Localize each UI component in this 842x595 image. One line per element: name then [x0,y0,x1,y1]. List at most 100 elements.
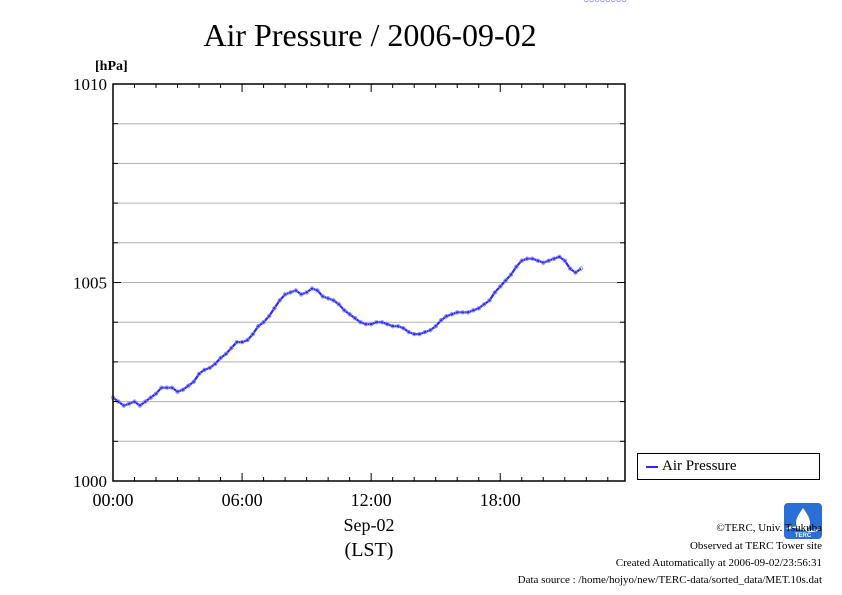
data-point [428,327,433,333]
data-point [304,290,309,295]
legend-label: Air Pressure [662,458,737,474]
data-point [218,355,223,361]
data-point [315,288,320,293]
data-point [175,389,180,394]
data-point [299,292,304,297]
data-point [600,0,605,3]
data-point [325,296,331,301]
data-point [239,339,245,345]
data-point [196,371,202,377]
data-point [621,0,627,3]
data-point [234,339,239,345]
data-point [164,385,169,390]
observed-text: Observed at TERC Tower site [689,540,822,552]
data-point [336,302,342,307]
data-point [460,310,465,315]
data-point [395,323,401,329]
data-point [433,323,438,329]
y-tick-label: 1000 [73,472,107,491]
data-point [358,320,363,325]
created-text: Created Automatically at 2006-09-02/23:5… [615,557,822,569]
data-point [508,272,514,277]
data-point [487,298,492,303]
data-point [342,308,347,313]
data-point [411,331,417,337]
data-point [288,290,293,295]
legend-swatch [646,466,658,468]
data-point [406,329,411,335]
data-point [578,266,584,271]
data-point [207,365,213,371]
data-point [266,314,272,319]
data-point [180,387,186,392]
x-axis-date-label: Sep-02 [344,515,395,535]
data-point [530,256,535,261]
data-point [126,401,132,406]
data-point [272,306,277,311]
data-point [417,331,422,337]
data-point [379,320,385,325]
data-point [245,337,250,343]
data-point [610,0,616,3]
data-point [212,361,218,367]
data-point [309,286,315,291]
data-point [191,379,196,384]
data-point [492,290,498,295]
data-series [110,0,627,408]
data-point [143,399,148,404]
data-point [331,298,336,303]
data-point [401,325,406,331]
terc-logo-icon: TERC [784,503,822,539]
data-point [605,0,610,3]
data-point [320,294,325,299]
data-point [148,395,153,400]
data-point [524,256,530,261]
legend: Air Pressure [637,453,820,480]
data-point [562,258,567,263]
data-point [476,306,481,311]
data-point [471,308,476,313]
data-point [557,254,562,259]
data-point [256,323,261,329]
copyright-text: ©TERC, Univ. Tsukuba [716,522,822,534]
y-tick-label: 1005 [73,274,107,293]
y-tick-label: 1010 [73,75,107,94]
data-point [169,385,175,390]
data-point [186,383,191,388]
series-line [112,255,582,407]
data-point [229,345,234,351]
data-point [616,0,621,3]
grid-lines [113,123,625,442]
data-point [374,320,379,325]
data-point [438,318,444,323]
data-point [519,258,524,263]
data-point [159,385,164,390]
data-point [293,288,299,293]
data-source-text: Data source : /home/hojyo/new/TERC-data/… [517,574,822,586]
data-point [498,284,503,289]
data-point [347,312,352,317]
data-point [368,321,374,327]
data-point [573,270,578,275]
x-tick-label: 06:00 [222,490,263,510]
data-point [589,0,594,3]
data-point [514,264,519,269]
data-point [250,331,256,337]
data-point [352,316,358,321]
data-point [223,351,229,357]
data-point [390,323,395,329]
data-point [277,298,282,303]
data-point [503,278,508,283]
x-tick-label: 18:00 [480,490,521,510]
chart-title: Air Pressure / 2006-09-02 [203,17,536,53]
data-point [449,312,455,317]
y-axis-unit-label: [hPa] [95,59,128,74]
data-point [594,0,600,3]
data-point [121,403,126,408]
data-point [546,258,551,263]
data-point [455,310,460,315]
data-point [385,321,390,327]
data-point [261,320,266,325]
data-point [282,292,288,297]
